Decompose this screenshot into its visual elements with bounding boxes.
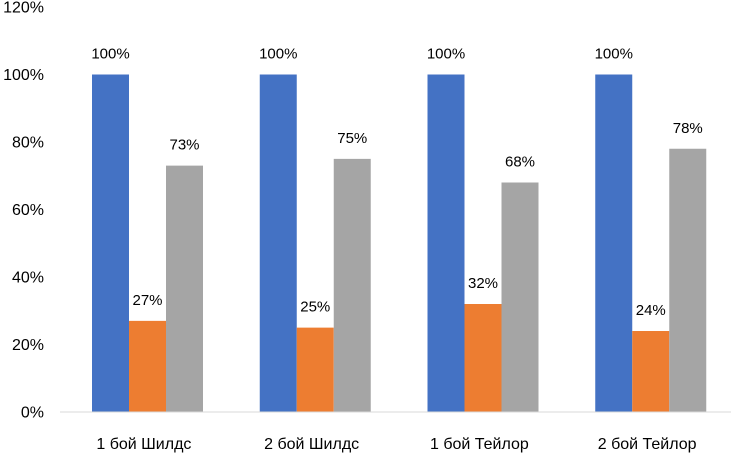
data-label: 75%: [337, 130, 367, 147]
bar: [427, 74, 465, 412]
y-tick-label: 120%: [3, 0, 44, 17]
y-axis: 0% 20% 40% 60% 80% 100% 120%: [3, 0, 44, 422]
y-tick-label: 20%: [12, 337, 44, 354]
bar: [92, 74, 129, 412]
data-label: 73%: [169, 137, 199, 154]
x-axis: 1 бой Шилдс 2 бой Шилдс 1 бой Тейлор 2 бой …: [60, 411, 731, 453]
bar: [595, 74, 633, 412]
data-label: 25%: [300, 299, 330, 316]
data-label: 100%: [91, 46, 129, 63]
bar: [333, 158, 371, 412]
bar: [259, 74, 297, 412]
data-label: 24%: [636, 302, 666, 319]
data-label: 100%: [595, 46, 633, 63]
y-tick-label: 0%: [21, 405, 44, 422]
data-label: 100%: [259, 46, 297, 63]
data-label: 68%: [505, 154, 535, 171]
y-tick-label: 40%: [12, 270, 44, 287]
data-label: 32%: [468, 275, 498, 292]
x-category-label: 2 бой Тейлор: [598, 436, 697, 453]
data-label: 100%: [427, 46, 465, 63]
bar: [632, 331, 670, 412]
data-label: 27%: [132, 292, 162, 309]
y-tick-label: 100%: [3, 67, 44, 84]
bar: [501, 182, 539, 412]
bar: [166, 165, 203, 412]
y-tick-label: 80%: [12, 135, 44, 152]
y-tick-label: 60%: [12, 202, 44, 219]
bar: [296, 327, 334, 412]
x-category-label: 2 бой Шилдс: [264, 436, 359, 453]
bar: [669, 148, 707, 412]
bars: [92, 74, 707, 412]
bar: [464, 304, 502, 412]
data-labels: 100% 27% 73% 100% 25% 75% 100% 32% 68% 100% 24% 78%: [91, 46, 702, 320]
bar: [129, 320, 166, 412]
x-category-label: 1 бой Тейлор: [430, 436, 529, 453]
x-category-label: 1 бой Шилдс: [96, 436, 191, 453]
data-label: 78%: [673, 120, 703, 137]
